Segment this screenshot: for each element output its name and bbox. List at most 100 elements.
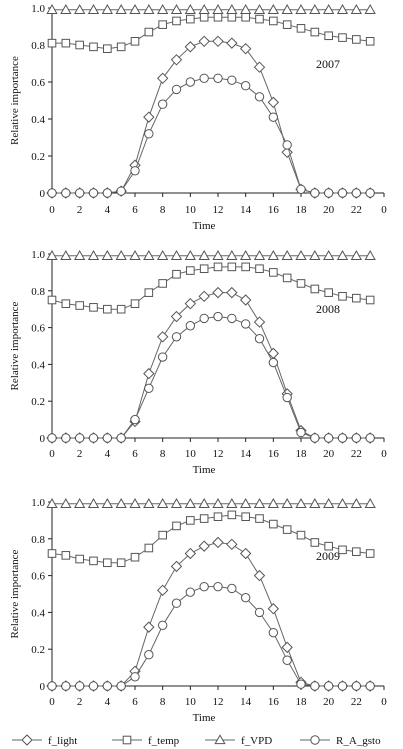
data-point xyxy=(323,498,335,508)
data-point xyxy=(198,35,210,48)
x-tick-label: 18 xyxy=(296,204,308,216)
legend-marker xyxy=(122,735,132,745)
data-point xyxy=(267,96,280,109)
series-line xyxy=(52,541,371,687)
legend-marker xyxy=(310,735,320,745)
data-point xyxy=(212,4,224,14)
data-point xyxy=(213,311,223,322)
data-point xyxy=(185,321,196,331)
data-point xyxy=(102,681,113,691)
data-point xyxy=(61,38,71,48)
data-point xyxy=(74,498,86,508)
data-point xyxy=(281,4,293,14)
series-f-temp xyxy=(47,262,375,314)
data-point xyxy=(212,536,224,549)
x-tick-label: 14 xyxy=(240,204,252,216)
data-point xyxy=(365,37,375,46)
data-point xyxy=(88,433,99,443)
data-point xyxy=(46,250,58,260)
x-tick-label: 20 xyxy=(323,696,335,708)
data-point xyxy=(281,641,293,654)
y-tick-label: 0.8 xyxy=(31,286,45,298)
x-tick-label: 4 xyxy=(105,448,111,460)
x-tick-label: 6 xyxy=(132,204,138,216)
data-point xyxy=(170,310,183,323)
data-point xyxy=(227,510,237,520)
data-point xyxy=(240,498,252,508)
series-line xyxy=(52,77,371,194)
x-tick-label: 0 xyxy=(381,448,387,460)
data-point xyxy=(310,433,320,443)
data-point xyxy=(351,433,362,443)
data-point xyxy=(239,294,252,306)
data-point xyxy=(338,292,347,301)
data-point xyxy=(255,264,264,274)
data-point xyxy=(115,250,127,260)
data-point xyxy=(364,250,376,260)
data-point xyxy=(130,672,140,682)
x-tick-label: 12 xyxy=(213,448,224,460)
x-axis-title: Time xyxy=(193,464,216,476)
data-point xyxy=(144,129,154,139)
data-point xyxy=(227,12,237,22)
data-point xyxy=(281,498,293,508)
data-point xyxy=(253,4,266,14)
data-point xyxy=(143,111,155,123)
data-point xyxy=(309,250,321,260)
data-point xyxy=(268,627,279,638)
data-point xyxy=(88,188,99,198)
data-point xyxy=(253,569,266,582)
data-point xyxy=(269,268,278,277)
series-f-VPD xyxy=(46,4,376,14)
y-tick-label: 0.2 xyxy=(31,644,45,656)
data-point xyxy=(130,37,140,46)
x-tick-label: 14 xyxy=(240,448,252,460)
data-point xyxy=(213,73,223,84)
data-point xyxy=(337,188,348,198)
legend-marker xyxy=(21,734,33,746)
data-point xyxy=(158,530,167,540)
data-point xyxy=(338,545,347,555)
data-point xyxy=(213,262,223,272)
data-point xyxy=(296,530,306,540)
data-point xyxy=(75,554,84,564)
data-point xyxy=(143,367,155,380)
data-point xyxy=(143,498,155,508)
data-point xyxy=(156,331,169,343)
y-tick-label: 0.4 xyxy=(31,359,45,371)
data-point xyxy=(324,31,333,41)
data-point xyxy=(240,250,252,260)
legend-item: f_VPD xyxy=(205,734,272,747)
panel-2009: 0 0.2 0.4 0.6 0.8 1.0 0 2 4 6 8 10 12 14 16 18 20 22 0 Time… xyxy=(9,497,387,724)
data-point xyxy=(47,549,57,558)
data-point xyxy=(351,188,362,198)
x-tick-label: 2 xyxy=(77,448,83,460)
data-point xyxy=(295,498,307,508)
data-point xyxy=(199,73,209,84)
x-tick-label: 20 xyxy=(323,448,335,460)
data-point xyxy=(281,250,293,260)
y-tick-label: 1.0 xyxy=(31,497,45,509)
data-point xyxy=(309,498,321,508)
data-point xyxy=(253,250,266,260)
data-point xyxy=(212,286,224,299)
data-point xyxy=(116,558,126,568)
y-tick-label: 0 xyxy=(40,188,46,200)
data-point xyxy=(74,250,86,260)
data-point xyxy=(227,583,237,594)
data-point xyxy=(226,286,238,299)
data-point xyxy=(156,72,169,85)
x-tick-label: 6 xyxy=(132,696,138,708)
data-point xyxy=(87,4,100,14)
y-tick-label: 0.2 xyxy=(31,396,45,408)
data-point xyxy=(350,4,362,14)
year-label: 2007 xyxy=(316,57,340,71)
x-tick-label: 0 xyxy=(49,204,55,216)
data-point xyxy=(102,188,113,198)
x-tick-label: 16 xyxy=(268,448,280,460)
data-point xyxy=(199,514,209,523)
data-point xyxy=(212,35,224,48)
data-point xyxy=(241,12,250,22)
y-tick-label: 0.6 xyxy=(31,77,45,89)
data-point xyxy=(254,607,265,618)
